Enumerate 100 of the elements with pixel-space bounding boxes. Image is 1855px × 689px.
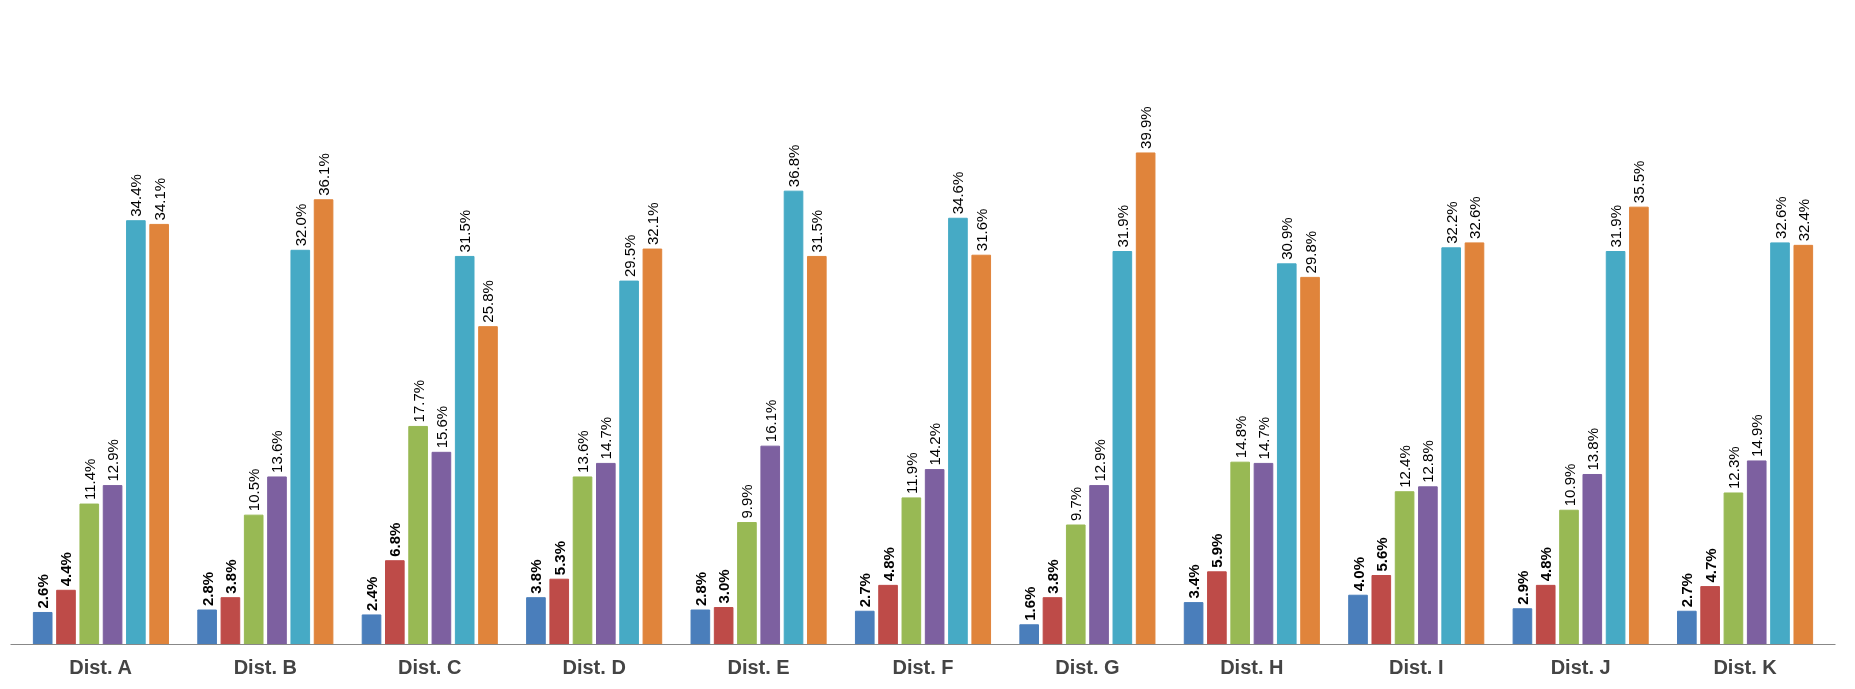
x-tick-label: Dist. I xyxy=(1389,655,1444,678)
data-label: 10.9% xyxy=(1560,463,1578,507)
bar xyxy=(549,578,570,645)
bar xyxy=(1605,251,1626,645)
bar xyxy=(1418,486,1438,645)
bar xyxy=(431,451,452,645)
bar xyxy=(1535,584,1556,645)
bar xyxy=(408,425,428,645)
bar xyxy=(243,514,264,645)
bar xyxy=(149,223,169,645)
bar xyxy=(690,609,711,645)
bar xyxy=(807,255,827,645)
bar xyxy=(760,445,781,645)
bar xyxy=(948,217,968,645)
data-label: 31.5% xyxy=(456,209,474,253)
data-label: 11.4% xyxy=(80,458,98,501)
x-tick-label: Dist. F xyxy=(892,655,954,678)
data-label: 29.8% xyxy=(1301,230,1319,274)
data-label: 9.9% xyxy=(738,484,756,519)
bar xyxy=(1183,602,1204,645)
data-label: 13.6% xyxy=(574,430,592,473)
data-label: 3.0% xyxy=(715,569,733,604)
bar xyxy=(854,610,875,645)
bar xyxy=(783,190,804,645)
bar xyxy=(56,589,76,645)
bar xyxy=(1464,242,1485,645)
bar xyxy=(1629,206,1649,645)
data-label: 15.6% xyxy=(432,405,450,449)
bar xyxy=(1677,610,1697,645)
bar xyxy=(361,614,382,645)
data-label: 35.5% xyxy=(1630,160,1648,204)
data-label: 12.4% xyxy=(1396,445,1414,488)
bar xyxy=(267,476,287,645)
data-label: 32.6% xyxy=(1465,196,1483,239)
bar xyxy=(290,249,311,645)
data-label: 2.7% xyxy=(1678,573,1696,608)
data-label: 2.8% xyxy=(691,571,709,607)
bar xyxy=(971,254,992,645)
bar xyxy=(619,280,639,645)
data-label: 12.9% xyxy=(1090,439,1108,482)
data-label: 34.6% xyxy=(949,171,967,215)
data-label: 4.4% xyxy=(57,552,75,587)
bar xyxy=(737,522,757,645)
data-label: 2.6% xyxy=(34,574,52,609)
x-tick-label: Dist. D xyxy=(562,655,626,678)
bar xyxy=(197,609,217,645)
bar xyxy=(1793,244,1814,645)
bar xyxy=(313,199,334,645)
bar xyxy=(1276,263,1297,645)
bar xyxy=(1300,276,1320,645)
data-label: 25.8% xyxy=(479,280,497,323)
bar xyxy=(1348,594,1368,645)
x-tick-label: Dist. H xyxy=(1220,655,1284,678)
bar xyxy=(713,607,734,645)
data-label: 34.4% xyxy=(127,174,145,217)
bar xyxy=(1253,462,1274,645)
data-label: 34.1% xyxy=(150,177,168,221)
x-tick-label: Dist. K xyxy=(1713,655,1778,678)
bar xyxy=(878,584,898,645)
data-label: 4.0% xyxy=(1349,557,1367,592)
data-label: 39.9% xyxy=(1137,106,1155,149)
data-label: 13.8% xyxy=(1583,427,1601,471)
data-label: 13.6% xyxy=(268,430,286,473)
data-label: 3.8% xyxy=(527,559,545,594)
bar xyxy=(596,462,616,645)
bar xyxy=(1019,624,1039,645)
x-tick-label: Dist. G xyxy=(1055,655,1120,678)
bar xyxy=(32,611,53,645)
data-label: 4.8% xyxy=(1537,547,1555,582)
data-label: 14.8% xyxy=(1231,415,1249,459)
data-label: 5.3% xyxy=(550,541,568,576)
data-label: 5.9% xyxy=(1208,533,1226,568)
data-label: 17.7% xyxy=(409,379,427,423)
data-label: 4.8% xyxy=(879,547,897,582)
data-label: 14.9% xyxy=(1748,414,1766,457)
bar xyxy=(1230,461,1250,645)
x-tick-label: Dist. E xyxy=(727,655,790,678)
data-label: 2.4% xyxy=(363,576,381,611)
data-label: 12.3% xyxy=(1724,446,1742,489)
data-label: 3.8% xyxy=(1043,559,1061,594)
data-label: 32.2% xyxy=(1442,201,1460,244)
data-label: 2.8% xyxy=(198,571,216,607)
data-label: 31.6% xyxy=(972,208,990,252)
data-label: 36.8% xyxy=(785,144,803,188)
bar xyxy=(1065,524,1086,645)
data-label: 12.9% xyxy=(104,439,122,482)
bar xyxy=(526,597,546,645)
x-tick-label: Dist. B xyxy=(233,655,298,678)
data-label: 11.9% xyxy=(902,452,920,494)
data-label: 2.7% xyxy=(856,573,874,608)
bar xyxy=(1700,586,1720,645)
data-label: 12.8% xyxy=(1419,440,1437,483)
bar xyxy=(1441,247,1461,645)
data-label: 32.1% xyxy=(643,202,661,246)
data-label: 14.7% xyxy=(597,416,615,460)
data-label: 32.4% xyxy=(1794,198,1812,242)
data-label: 4.7% xyxy=(1701,548,1719,583)
bar xyxy=(79,503,100,645)
bar xyxy=(220,597,241,645)
bar xyxy=(1135,152,1156,645)
